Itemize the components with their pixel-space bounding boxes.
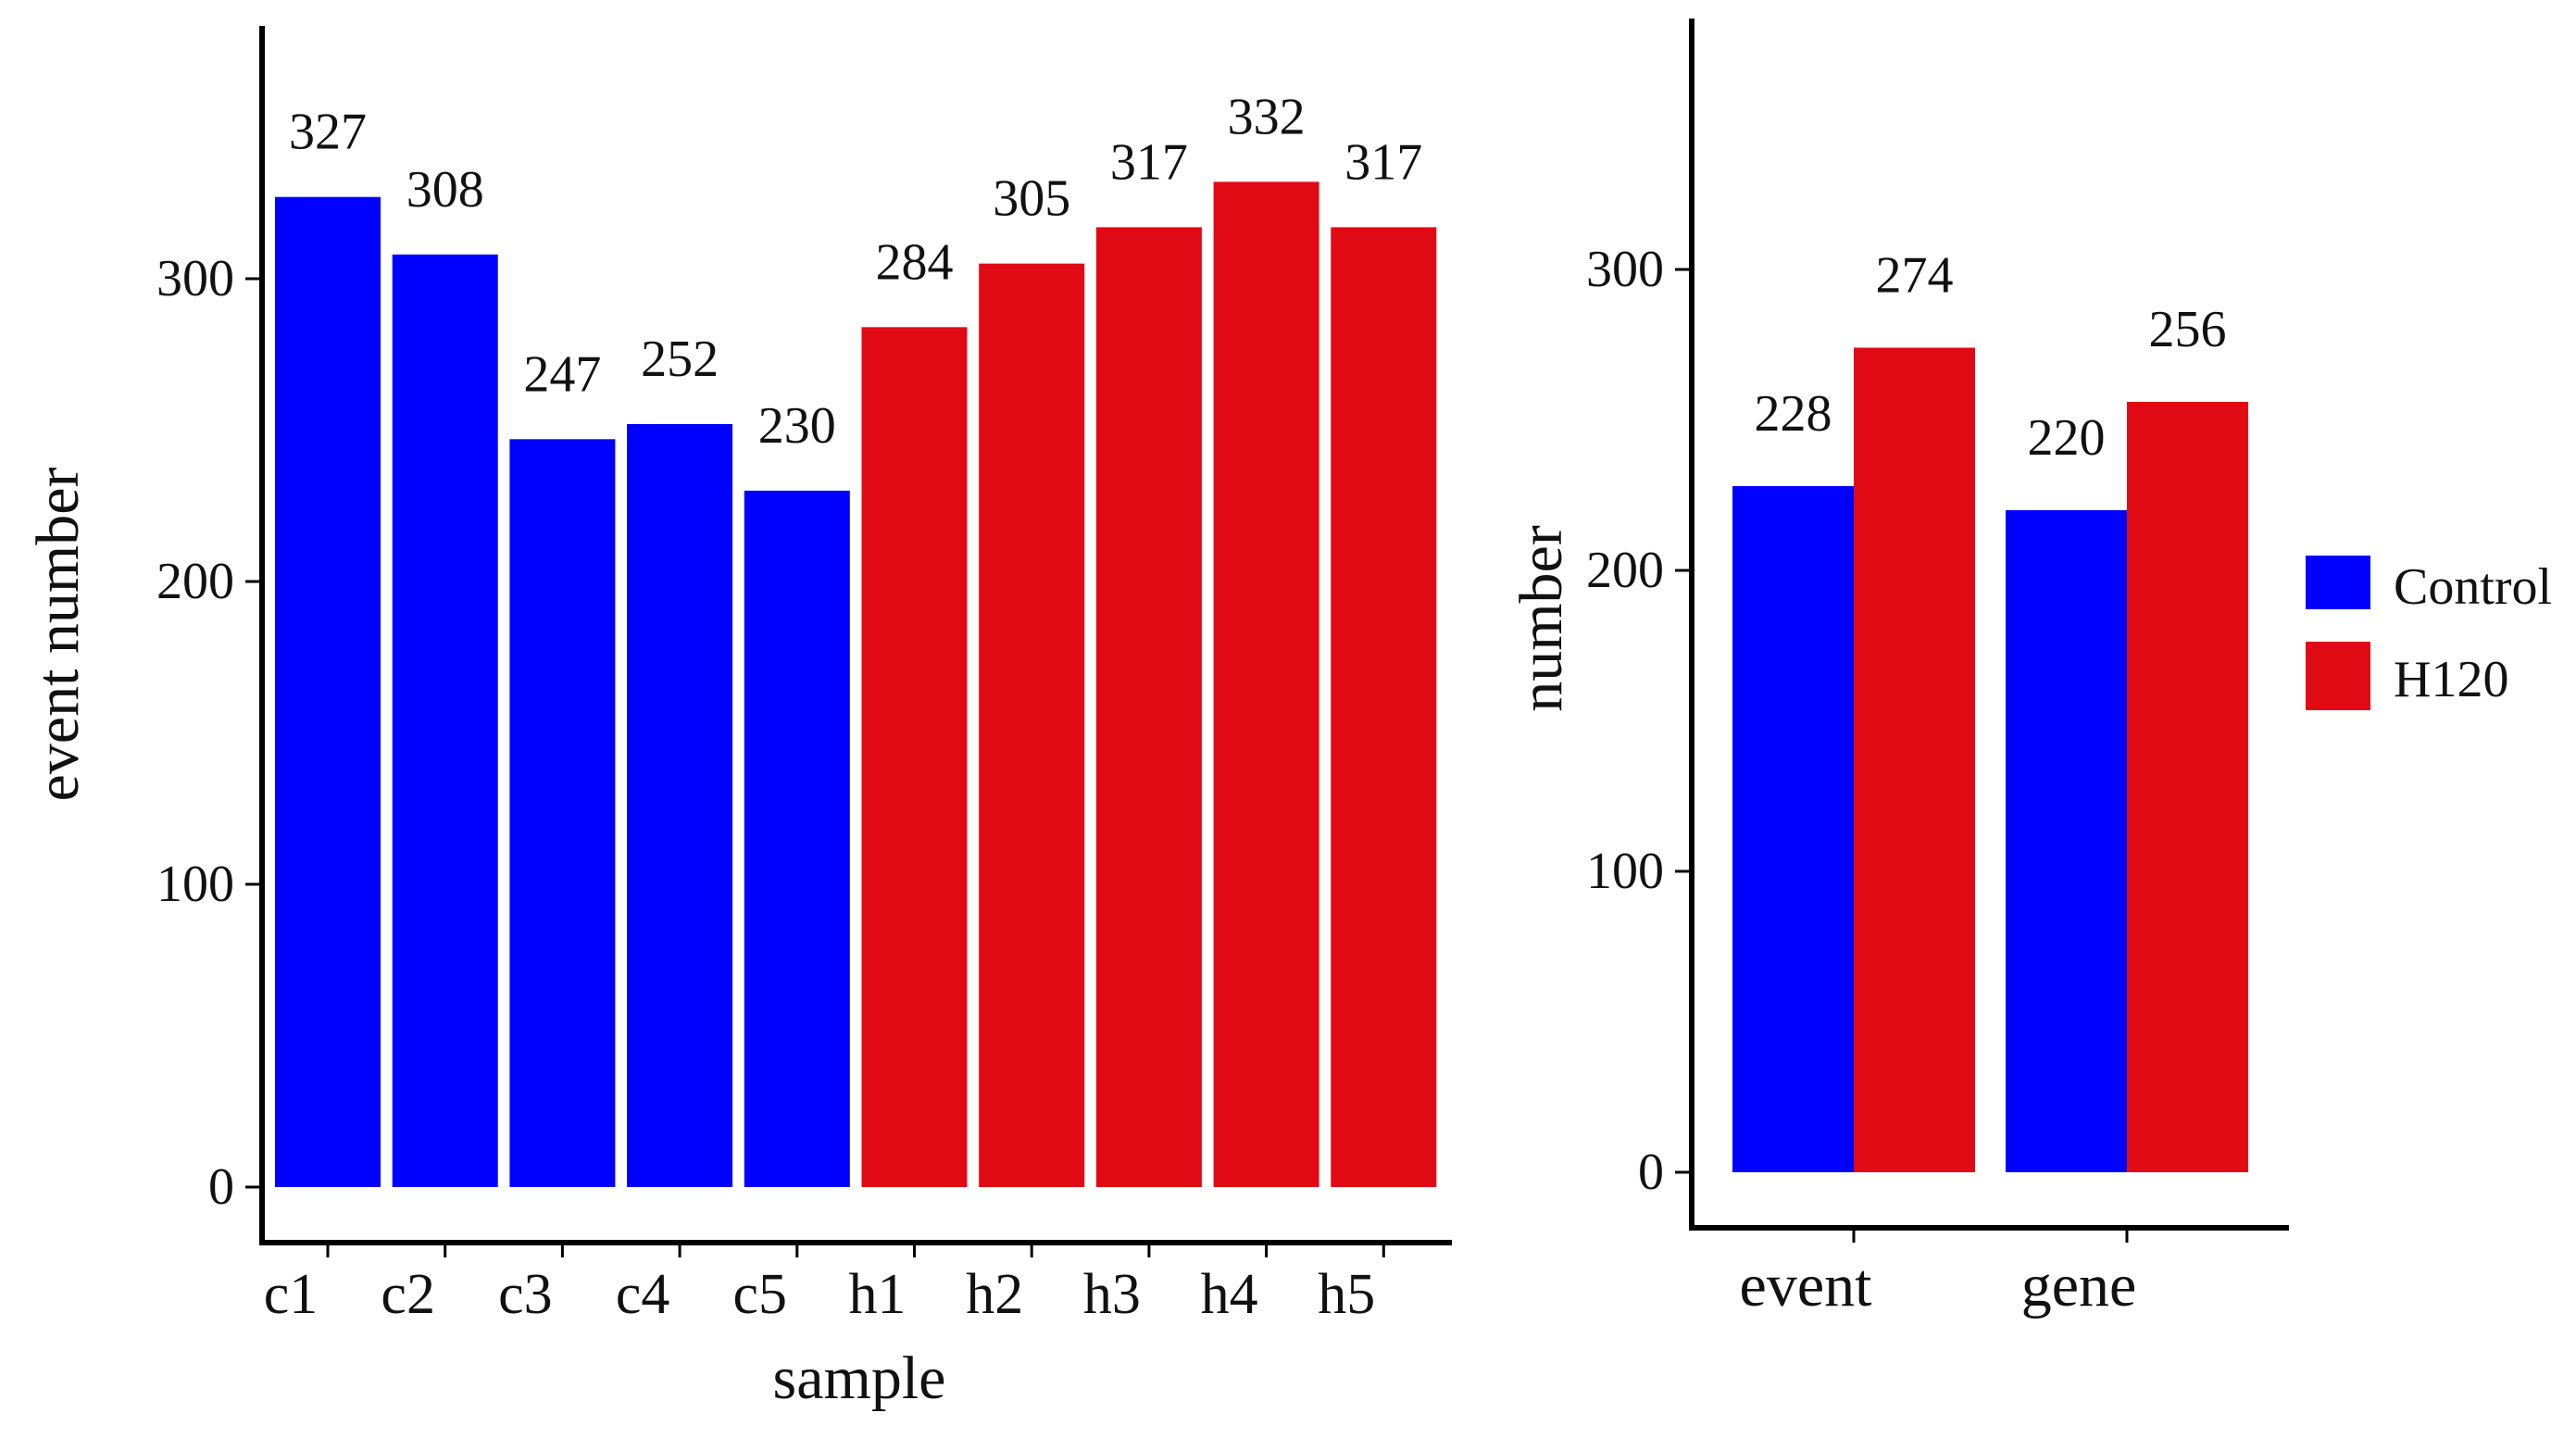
right-bar-chart: 228 274 220 256 0 100 200 300 event gene number bbox=[1507, 19, 2289, 1319]
left-x-axis-title: sample bbox=[773, 1344, 946, 1412]
bar-c3 bbox=[509, 439, 616, 1187]
x-tick-label-c5: c5 bbox=[733, 1263, 788, 1326]
left-x-axis: c1 c2 c3 c4 c5 h1 h2 h3 h4 h5 bbox=[259, 1240, 1452, 1326]
bar-c1 bbox=[275, 196, 381, 1188]
bar-h2 bbox=[979, 263, 1085, 1187]
right-bars bbox=[1732, 347, 2248, 1172]
x-tick-label-c2: c2 bbox=[381, 1263, 435, 1326]
bar-event-control bbox=[1732, 486, 1854, 1172]
x-tick-label-h3: h3 bbox=[1083, 1263, 1141, 1326]
legend-label-h120: H120 bbox=[2394, 651, 2508, 708]
bar-gene-control bbox=[2006, 510, 2127, 1172]
right-y-tick-label-0: 0 bbox=[1638, 1144, 1664, 1201]
left-y-tick-label-200: 200 bbox=[156, 553, 234, 610]
bar-h4 bbox=[1213, 181, 1319, 1188]
x-tick-label-gene: gene bbox=[2021, 1252, 2137, 1319]
x-tick-label-h4: h4 bbox=[1201, 1263, 1258, 1326]
left-y-axis: 0 100 200 300 bbox=[156, 26, 265, 1243]
bar-c2 bbox=[392, 254, 498, 1188]
bar-h5 bbox=[1331, 227, 1437, 1187]
legend-label-control: Control bbox=[2394, 558, 2552, 616]
x-tick-label-c1: c1 bbox=[264, 1263, 319, 1326]
bar-c5 bbox=[744, 490, 850, 1187]
x-tick-label-h2: h2 bbox=[966, 1263, 1023, 1326]
bar-h1 bbox=[861, 327, 968, 1187]
bar-event-h120 bbox=[1854, 347, 1975, 1172]
data-label-c4: 252 bbox=[641, 331, 719, 388]
left-y-tick-label-300: 300 bbox=[156, 250, 234, 307]
data-label-c1: 327 bbox=[289, 104, 367, 161]
left-bars bbox=[275, 181, 1437, 1188]
right-y-axis: 0 100 200 300 bbox=[1586, 19, 1694, 1228]
right-y-tick-label-100: 100 bbox=[1586, 843, 1664, 900]
data-label-h5: 317 bbox=[1344, 133, 1422, 191]
bar-h3 bbox=[1095, 227, 1202, 1187]
data-label-c3: 247 bbox=[523, 345, 601, 403]
data-label-c5: 230 bbox=[758, 397, 836, 455]
left-y-tick-label-100: 100 bbox=[156, 856, 234, 913]
data-label-event-control: 228 bbox=[1755, 385, 1832, 443]
right-data-labels: 228 274 220 256 bbox=[1755, 247, 2227, 468]
x-tick-label-c4: c4 bbox=[616, 1263, 670, 1326]
data-label-event-h120: 274 bbox=[1876, 247, 1954, 305]
left-data-labels: 327 308 247 252 230 284 305 317 332 317 bbox=[289, 88, 1422, 455]
x-tick-label-c3: c3 bbox=[498, 1263, 553, 1326]
legend: Control H120 bbox=[2306, 556, 2552, 710]
left-bar-chart: 327 308 247 252 230 284 305 317 332 317 0 100 200 30… bbox=[24, 26, 1452, 1412]
x-tick-label-h5: h5 bbox=[1318, 1263, 1375, 1326]
data-label-gene-h120: 256 bbox=[2149, 301, 2227, 358]
data-label-h1: 284 bbox=[876, 233, 954, 291]
legend-swatch-control bbox=[2306, 556, 2370, 609]
data-label-gene-control: 220 bbox=[2028, 409, 2106, 467]
bar-gene-h120 bbox=[2127, 402, 2248, 1172]
data-label-h4: 332 bbox=[1228, 88, 1306, 145]
data-label-c2: 308 bbox=[406, 161, 484, 219]
legend-swatch-h120 bbox=[2306, 642, 2370, 710]
data-label-h3: 317 bbox=[1110, 133, 1188, 191]
left-y-tick-label-0: 0 bbox=[208, 1158, 234, 1216]
right-x-axis: event gene bbox=[1689, 1225, 2289, 1319]
data-label-h2: 305 bbox=[993, 170, 1070, 228]
left-y-axis-title: event number bbox=[24, 467, 92, 801]
right-y-tick-label-200: 200 bbox=[1586, 542, 1664, 599]
x-tick-label-h1: h1 bbox=[849, 1263, 907, 1326]
x-tick-label-event: event bbox=[1740, 1252, 1872, 1319]
bar-c4 bbox=[627, 423, 733, 1188]
right-y-axis-title: number bbox=[1507, 525, 1575, 712]
right-y-tick-label-300: 300 bbox=[1586, 241, 1664, 298]
